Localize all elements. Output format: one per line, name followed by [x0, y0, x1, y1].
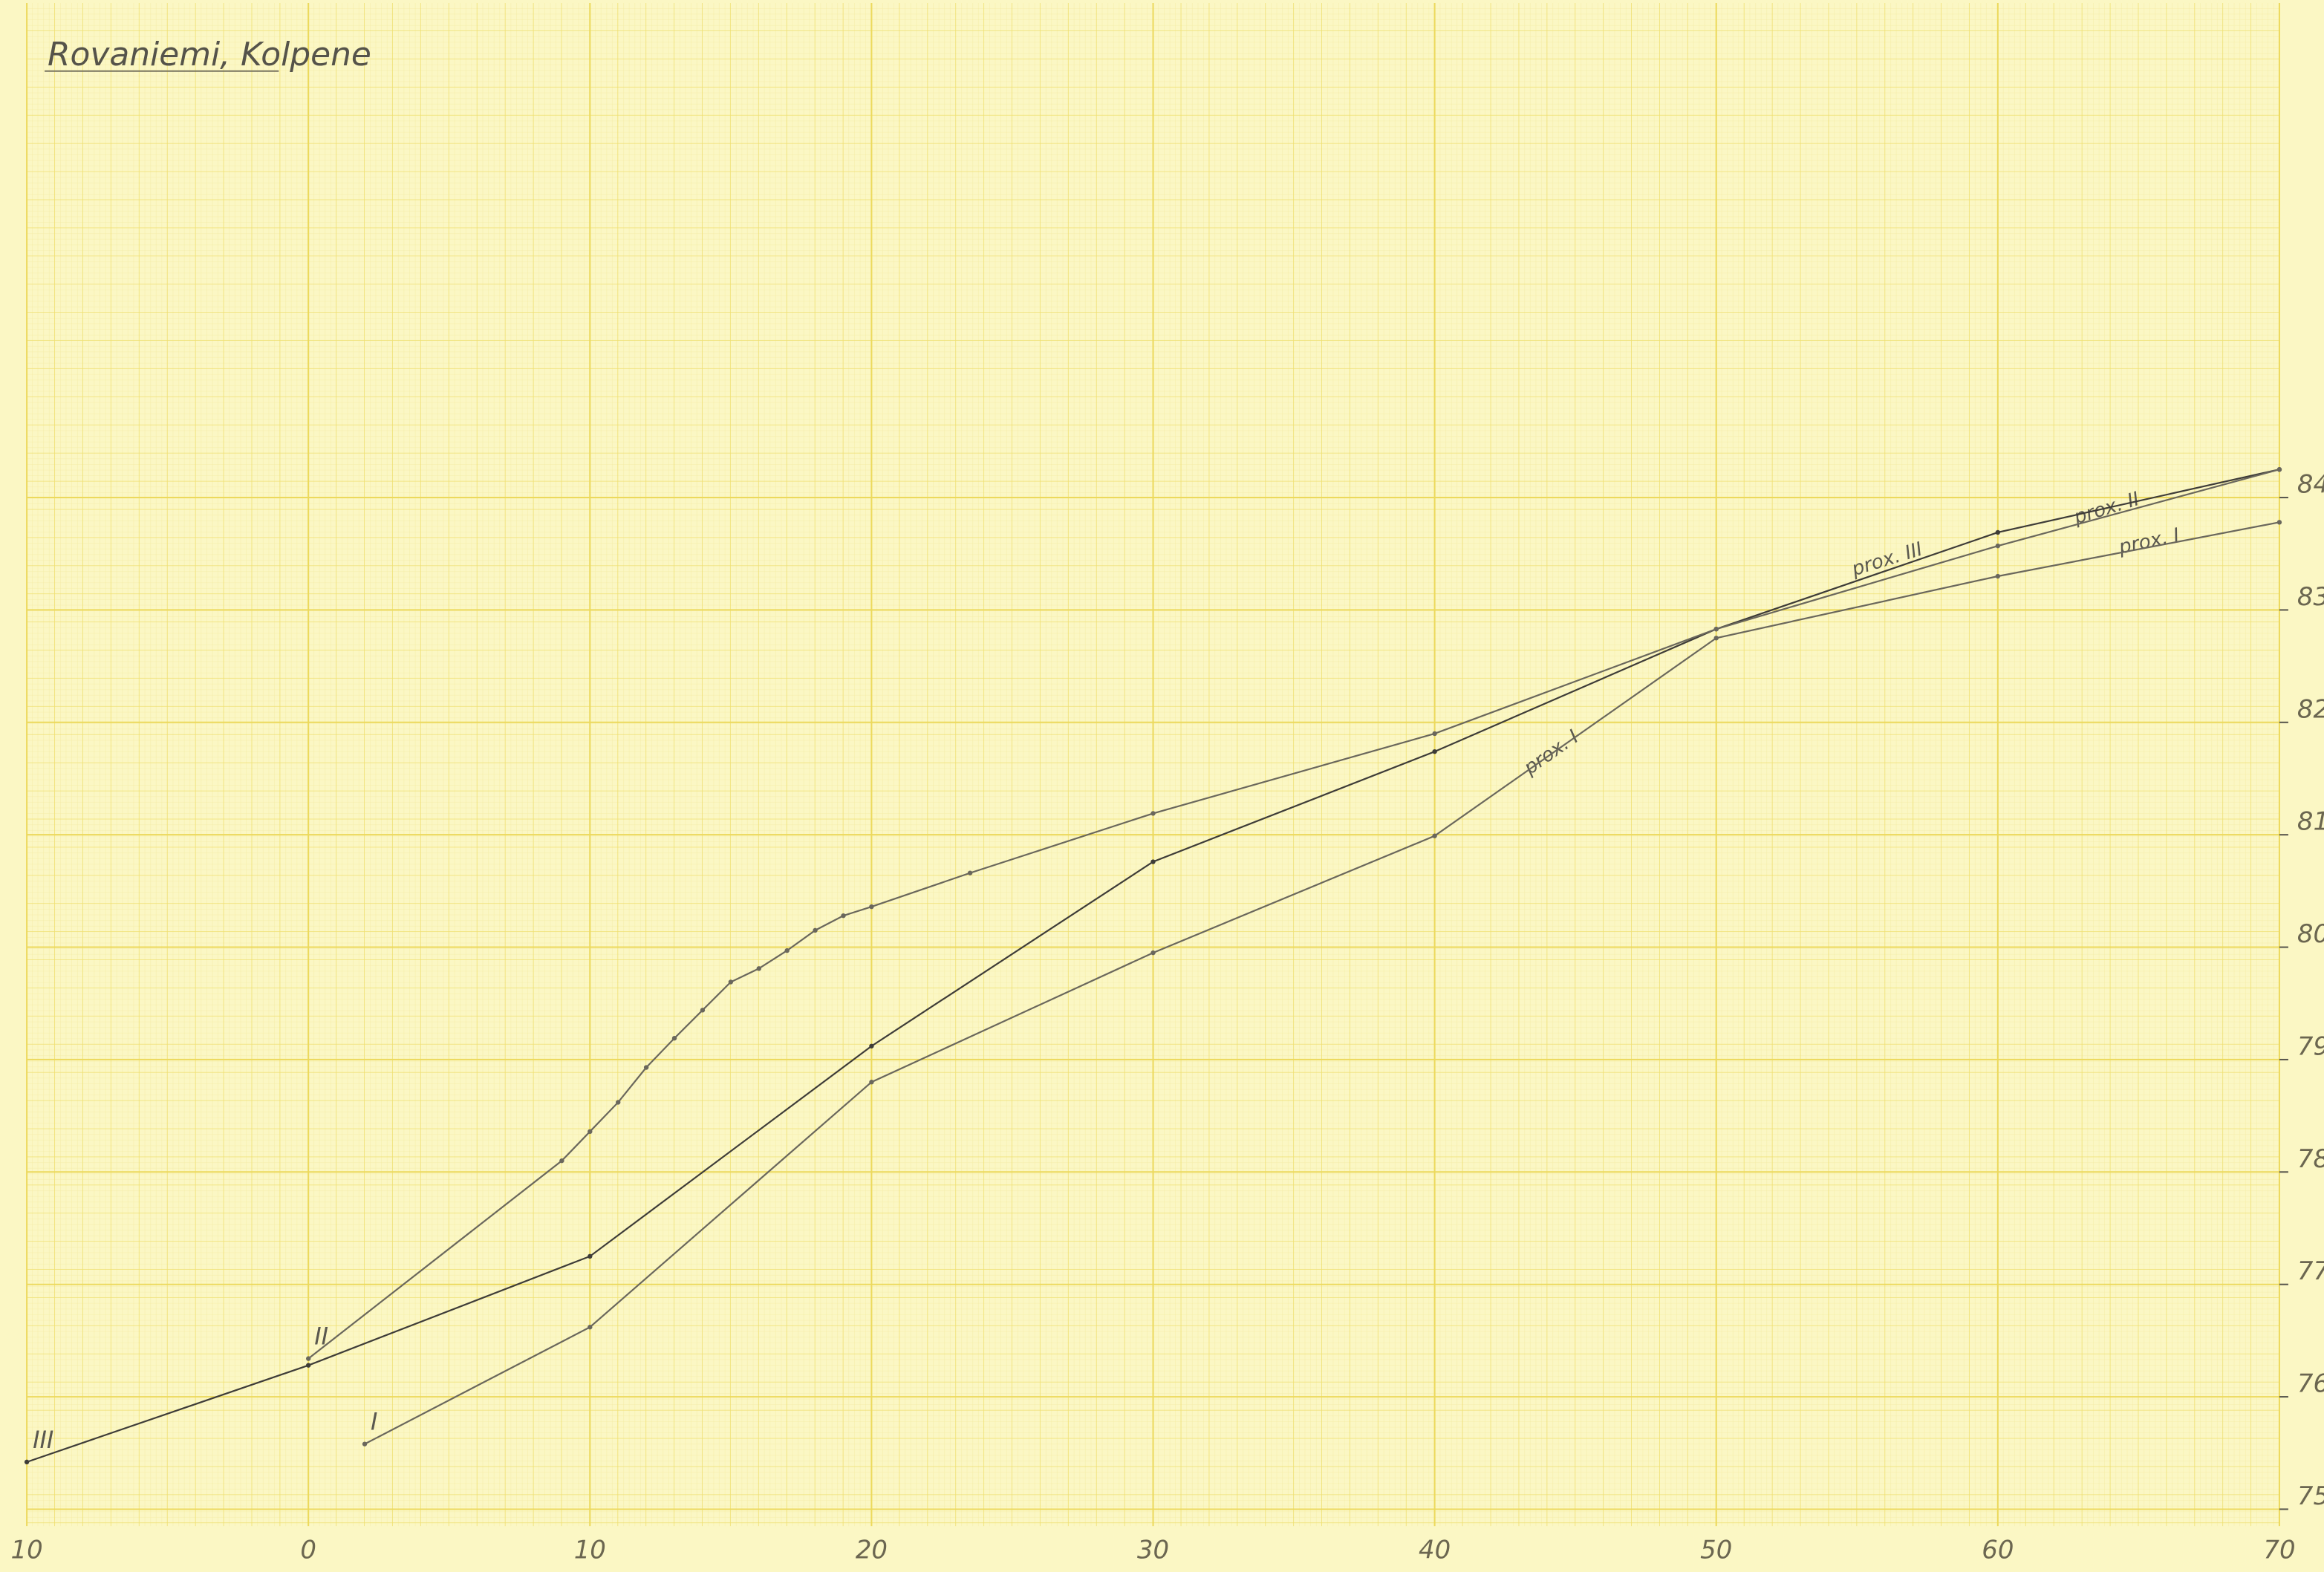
y-tick-label: 80	[2297, 919, 2324, 948]
point	[1150, 811, 1156, 816]
x-tick-label: 0	[300, 1536, 316, 1565]
point	[671, 1035, 677, 1041]
series-label: II	[314, 1322, 328, 1351]
y-tick-label: 81	[2297, 807, 2324, 836]
point	[784, 948, 790, 953]
point	[1995, 529, 2001, 535]
point	[587, 1129, 593, 1135]
y-tick-label: 78	[2297, 1144, 2324, 1173]
series-label: III	[33, 1426, 53, 1454]
x-tick-label: 40	[1419, 1536, 1451, 1565]
y-tick-label: 83	[2297, 582, 2324, 611]
point	[756, 966, 761, 971]
chart-title: Rovaniemi, Kolpene	[48, 36, 371, 74]
x-tick-label: 10	[574, 1536, 606, 1565]
point	[643, 1065, 649, 1070]
point	[1995, 573, 2001, 579]
point	[559, 1158, 564, 1164]
x-tick-label: 30	[1137, 1536, 1169, 1565]
y-tick-label: 79	[2297, 1031, 2324, 1060]
series-label: I	[371, 1408, 377, 1436]
point	[1995, 543, 2001, 549]
point	[306, 1356, 311, 1361]
y-tick-label: 84	[2297, 470, 2324, 499]
point	[841, 913, 846, 919]
point	[362, 1441, 368, 1447]
point	[813, 927, 818, 933]
point	[967, 870, 973, 875]
x-tick-label: 50	[1700, 1536, 1732, 1565]
point	[1150, 859, 1156, 864]
point	[587, 1325, 593, 1330]
y-tick-label: 75	[2297, 1481, 2324, 1510]
x-tick-label: 10	[11, 1536, 43, 1565]
point	[728, 979, 734, 985]
point	[869, 1043, 874, 1048]
point	[1150, 950, 1156, 956]
point	[1713, 636, 1719, 641]
point	[1713, 626, 1719, 632]
point	[1432, 749, 1437, 754]
line	[364, 521, 2280, 1445]
point	[869, 904, 874, 910]
point	[306, 1363, 311, 1368]
x-tick-label: 60	[1982, 1536, 2014, 1565]
point	[24, 1459, 30, 1465]
point	[1432, 731, 1437, 737]
point	[587, 1253, 593, 1259]
y-tick-label: 76	[2297, 1369, 2324, 1398]
y-tick-label: 82	[2297, 694, 2324, 723]
point	[616, 1100, 621, 1105]
x-tick-label: 20	[856, 1536, 888, 1565]
y-tick-label: 77	[2297, 1256, 2324, 1285]
point	[2276, 520, 2282, 525]
point	[700, 1008, 706, 1013]
point	[2276, 467, 2282, 472]
x-tick-label: 70	[2263, 1536, 2295, 1565]
point	[869, 1080, 874, 1085]
point	[1432, 833, 1437, 838]
